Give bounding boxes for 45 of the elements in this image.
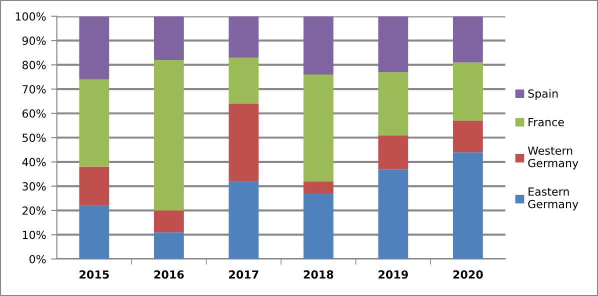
bar xyxy=(79,206,110,259)
y-tick-label: 70% xyxy=(22,85,46,94)
bar xyxy=(154,16,184,60)
legend-label: Western Germany xyxy=(528,146,578,170)
y-tick-label: 100% xyxy=(16,12,46,21)
bar xyxy=(79,16,110,80)
bar xyxy=(452,16,483,62)
bar xyxy=(303,193,334,259)
bar xyxy=(378,72,408,136)
y-tick-label: 20% xyxy=(22,206,46,215)
bar xyxy=(378,135,408,170)
bar xyxy=(303,74,334,182)
bar xyxy=(378,169,408,259)
y-tick-label: 90% xyxy=(22,36,46,45)
x-tick-label: 2016 xyxy=(154,270,184,279)
bar xyxy=(228,104,259,182)
x-tick-label: 2017 xyxy=(229,270,258,279)
bar xyxy=(154,232,184,259)
x-tick-label: 2020 xyxy=(453,270,483,279)
y-tick-label: 80% xyxy=(22,60,46,70)
bar xyxy=(303,16,334,75)
legend-label: Eastern Germany xyxy=(528,188,578,210)
bar xyxy=(154,60,184,210)
bar xyxy=(228,16,259,58)
x-tick-label: 2018 xyxy=(304,270,334,279)
legend-label: France xyxy=(528,118,564,126)
bar xyxy=(452,62,483,121)
y-tick-label: 40% xyxy=(22,158,46,166)
y-tick-label: 10% xyxy=(22,230,46,240)
bar xyxy=(79,166,110,206)
y-tick-label: 50% xyxy=(22,134,46,142)
bar xyxy=(378,16,408,72)
x-tick-label: 2015 xyxy=(80,270,109,279)
bar xyxy=(154,210,184,232)
y-tick-label: 30% xyxy=(22,182,46,191)
bar xyxy=(228,181,259,259)
legend-label: Spain xyxy=(528,89,558,100)
bar xyxy=(452,120,483,152)
y-tick-label: 0% xyxy=(30,254,46,264)
bar xyxy=(303,181,334,194)
bar xyxy=(79,79,110,167)
bar xyxy=(452,152,483,259)
bar xyxy=(228,58,259,104)
y-tick-label: 60% xyxy=(22,109,46,118)
x-tick-label: 2019 xyxy=(378,270,408,279)
